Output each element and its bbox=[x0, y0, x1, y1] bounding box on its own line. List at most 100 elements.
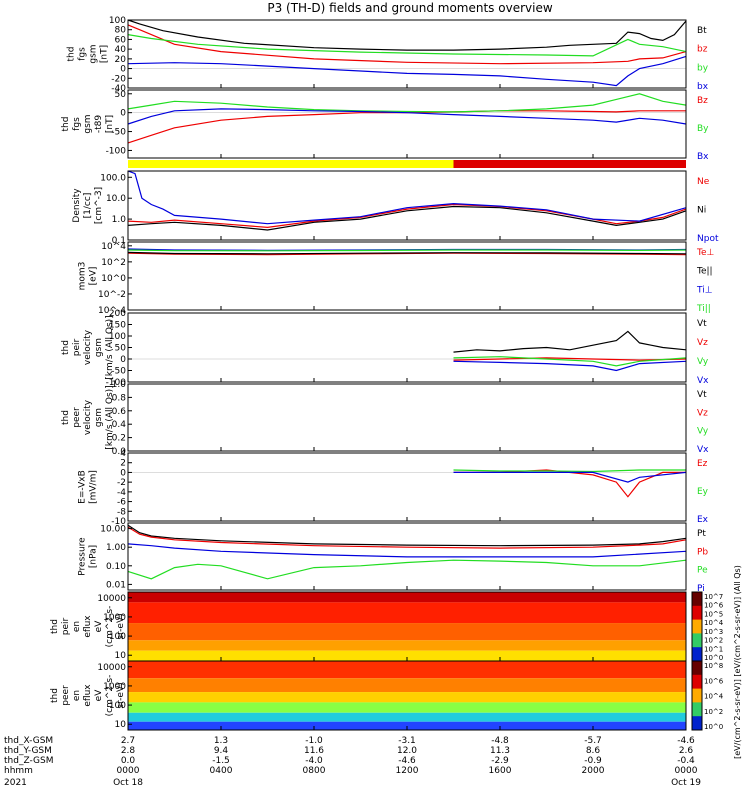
colorbar-tick-label: 10^2 bbox=[704, 637, 723, 645]
legend-label-Vz: Vz bbox=[697, 408, 708, 418]
footer-value-z: 0.0 bbox=[121, 756, 136, 766]
y-tick-label: 100 bbox=[109, 632, 126, 642]
y-tick-label: -4 bbox=[117, 488, 126, 498]
y-tick-label: 1.0 bbox=[112, 215, 127, 225]
y-tick-label: 0.6 bbox=[112, 407, 127, 417]
ephemeris-footer: thd_X-GSMthd_Y-GSMthd_Z-GSMhhmm20212.72.… bbox=[4, 736, 701, 788]
footer-row-label: hhmm bbox=[4, 766, 33, 776]
y-tick-label: 50 bbox=[115, 344, 127, 354]
y-tick-label: 10^-4 bbox=[98, 306, 126, 316]
y-tick-label: 20 bbox=[115, 55, 127, 65]
legend-label-Pe: Pe bbox=[697, 566, 708, 576]
y-tick-label: 100 bbox=[109, 701, 126, 711]
y-axis-label-line: en bbox=[72, 690, 82, 701]
footer-value-x: -4.6 bbox=[677, 736, 695, 746]
y-axis-label-line: velocity bbox=[83, 329, 93, 365]
mode-bar-fast bbox=[453, 160, 686, 168]
spectrogram-band-2 bbox=[128, 692, 686, 703]
y-tick-label: 2 bbox=[120, 459, 126, 469]
colorbar-cell bbox=[692, 605, 702, 621]
colorbar-tick-label: 10^6 bbox=[704, 677, 724, 685]
y-axis-label: mom3[eV] bbox=[78, 262, 99, 291]
panel-3: 10^4 10^2 10^0 10^-2 10^-4 mom3[eV] Te⊥ Te|| Ti⊥… bbox=[78, 241, 715, 316]
series-line-Bx bbox=[127, 108, 687, 125]
y-axis-label-line: peer bbox=[61, 685, 71, 706]
panel-frame bbox=[127, 383, 687, 452]
y-axis-label: thdpeervelocitygsm[km/s (All Qs)] bbox=[61, 385, 115, 449]
y-tick-label: 40 bbox=[115, 45, 127, 55]
footer-value-y: 8.6 bbox=[586, 746, 601, 756]
footer-value-z: -0.4 bbox=[677, 756, 695, 766]
colorbar-tick-label: 10^1 bbox=[704, 645, 723, 653]
y-tick-label: 0.0 bbox=[112, 447, 127, 457]
y-axis-label-line: gsm bbox=[89, 44, 99, 63]
series-line-Ez bbox=[453, 469, 686, 498]
colorbar-tick-label: 10^3 bbox=[704, 628, 723, 636]
legend-label-Vt: Vt bbox=[697, 390, 707, 400]
y-axis-label: thdpeirenefluxeV(cm^2-s-sr-eV) bbox=[50, 606, 126, 648]
footer-value-hhmm: 1200 bbox=[396, 766, 419, 776]
legend-label-Bx: Bx bbox=[697, 152, 709, 162]
y-tick-label: 10000 bbox=[97, 594, 126, 604]
legend-label-Pi: Pi bbox=[697, 584, 705, 594]
footer-date: Oct 18 bbox=[113, 778, 143, 788]
legend-label-Pt: Pt bbox=[697, 529, 706, 539]
spectrogram-band-5 bbox=[128, 721, 686, 730]
y-tick-label: 0 bbox=[120, 109, 126, 119]
y-tick-label: 0.4 bbox=[112, 420, 127, 430]
y-axis-label-line: Pressure bbox=[78, 537, 88, 576]
footer-row-label: thd_Z-GSM bbox=[4, 756, 53, 766]
panel-frame bbox=[127, 19, 687, 89]
series-line-Vz bbox=[453, 357, 687, 361]
colorbar-frame bbox=[691, 660, 703, 731]
y-tick-label: 0.01 bbox=[106, 580, 126, 590]
y-tick-label: 0 bbox=[120, 355, 126, 365]
y-tick-label: 100 bbox=[109, 16, 126, 26]
y-axis-label-line: gsm bbox=[94, 408, 104, 427]
y-tick-label: -100 bbox=[106, 146, 127, 156]
colorbar-cell bbox=[692, 633, 702, 648]
footer-value-z: -4.6 bbox=[398, 756, 416, 766]
mode-bar bbox=[128, 160, 686, 168]
legend-label-Ni: Ni bbox=[697, 206, 706, 216]
series-line-By bbox=[127, 93, 687, 113]
colorbar-tick-label: 10^8 bbox=[704, 662, 723, 670]
legend-label-Ez: Ez bbox=[697, 459, 708, 469]
y-tick-label: -10 bbox=[111, 517, 126, 527]
legend-label-Ey: Ey bbox=[697, 487, 709, 497]
legend-label-Pb: Pb bbox=[697, 547, 708, 557]
series-line-Pe bbox=[127, 559, 687, 580]
y-tick-label: 0.1 bbox=[112, 236, 126, 246]
series-line-Npot bbox=[127, 170, 687, 225]
footer-value-x: -4.8 bbox=[491, 736, 509, 746]
y-tick-label: -40 bbox=[111, 84, 126, 94]
y-tick-label: -50 bbox=[111, 128, 126, 138]
y-axis-label-line: gsm bbox=[94, 338, 104, 357]
colorbar-tick-label: 10^4 bbox=[704, 693, 724, 701]
colorbar-cell bbox=[692, 674, 702, 690]
footer-value-hhmm: 0000 bbox=[117, 766, 140, 776]
colorbar-tick-label: 10^7 bbox=[704, 593, 723, 601]
y-axis-label-line: eflux bbox=[83, 615, 93, 638]
legend-label-Te||: Te|| bbox=[696, 267, 713, 277]
panel-5: 1.00.80.60.40.20.0thdpeervelocitygsm[km/… bbox=[61, 380, 709, 457]
legend-label-by: by bbox=[697, 63, 709, 73]
panel-frame bbox=[127, 170, 687, 241]
y-tick-label: 10 bbox=[115, 720, 127, 730]
y-axis-label-line: [nPa] bbox=[89, 545, 99, 568]
legend-label-Ti⊥: Ti⊥ bbox=[696, 285, 713, 295]
y-axis-label-line: [mV/m] bbox=[89, 470, 99, 504]
legend-label-bx: bx bbox=[697, 82, 709, 92]
y-axis-label-line: [km/s (All Qs)] bbox=[105, 315, 115, 379]
y-axis-label-line: [km/s (All Qs)] bbox=[105, 385, 115, 449]
footer-value-y: 9.4 bbox=[214, 746, 229, 756]
y-axis-label: thdpeerenefluxeV(cm^2-s-sr-eV) bbox=[50, 675, 126, 717]
colorbar-cell bbox=[692, 688, 702, 703]
footer-value-hhmm: 0000 bbox=[675, 766, 698, 776]
panel-frame bbox=[127, 312, 687, 383]
y-tick-label: 10^0 bbox=[101, 274, 126, 284]
panel-4: 200150100500-50-100thdpeirvelocitygsm[km… bbox=[61, 309, 709, 388]
y-axis-label: thdpeirvelocitygsm[km/s (All Qs)] bbox=[61, 315, 115, 379]
y-axis-label-line: (cm^2-s- bbox=[105, 606, 115, 648]
